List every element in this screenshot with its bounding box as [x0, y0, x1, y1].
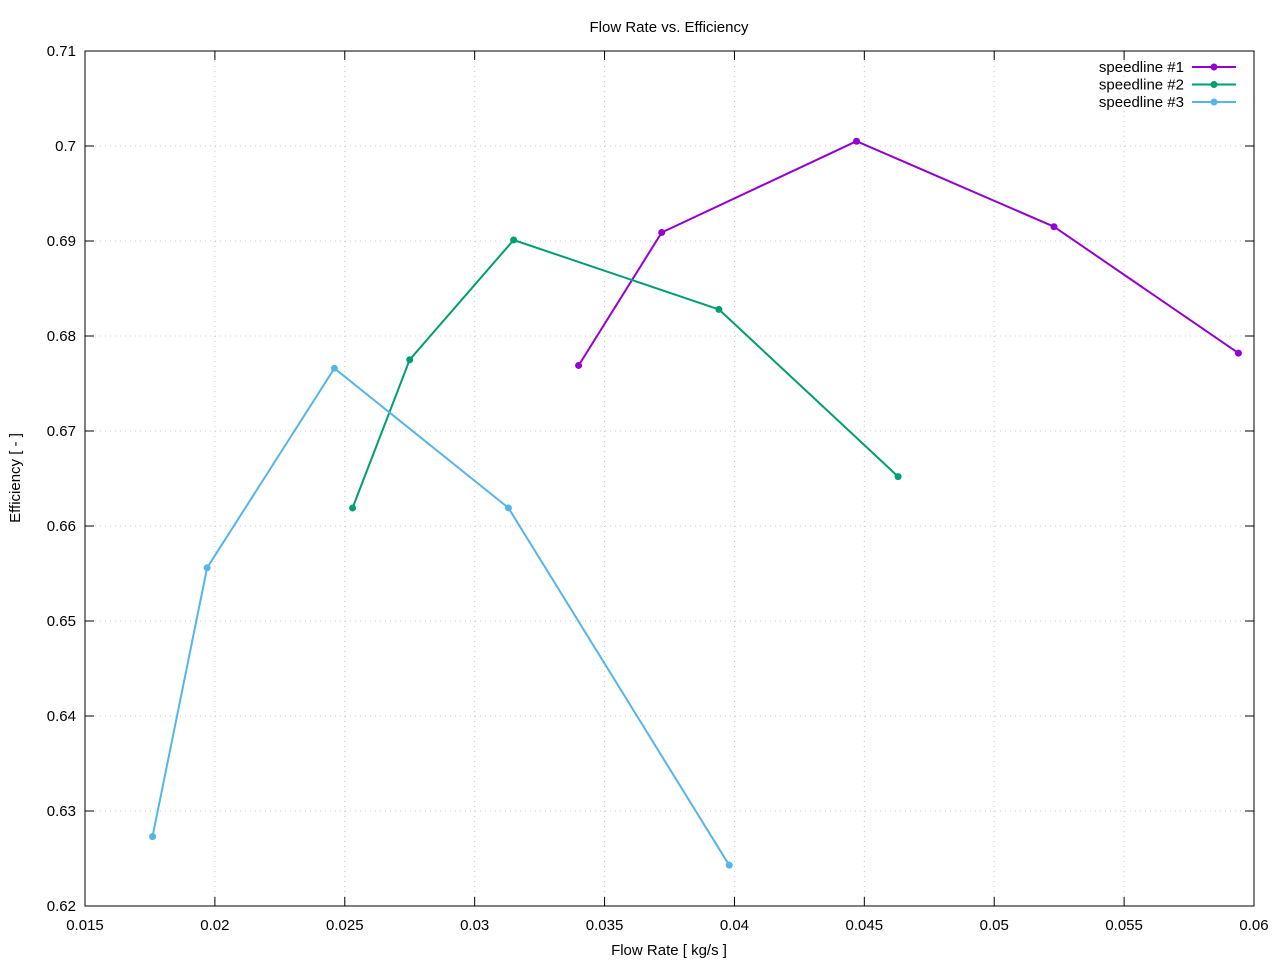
series-2-point — [349, 504, 357, 512]
series-line-1 — [577, 140, 1239, 367]
x-tick-label: 0.03 — [460, 917, 489, 934]
series-1-point — [658, 228, 666, 236]
x-tick-label: 0.05 — [980, 917, 1009, 934]
x-tick-label: 0.035 — [586, 917, 624, 934]
y-tick-label: 0.67 — [47, 423, 76, 440]
x-tick-label: 0.055 — [1105, 917, 1143, 934]
y-tick-label: 0.71 — [47, 43, 76, 60]
x-tick-label: 0.02 — [200, 917, 229, 934]
series-3-point — [330, 364, 338, 372]
x-axis-label: Flow Rate [ kg/s ] — [611, 942, 727, 959]
legend-swatch-point — [1210, 81, 1218, 88]
x-tick-label: 0.025 — [326, 917, 364, 934]
series-3-point — [203, 564, 211, 572]
y-tick-label: 0.63 — [47, 803, 76, 820]
series-group — [149, 137, 1242, 869]
y-tick-label: 0.62 — [47, 898, 76, 915]
x-tick-label: 0.045 — [846, 917, 884, 934]
x-tick-label: 0.04 — [720, 917, 749, 934]
y-tick-label: 0.64 — [47, 708, 76, 725]
y-axis-label: Efficiency [ - ] — [7, 433, 24, 523]
y-tick-label: 0.65 — [47, 613, 76, 630]
y-tick-label: 0.7 — [55, 138, 76, 155]
series-1-point — [1234, 349, 1242, 357]
legend-label: speedline #1 — [1099, 59, 1184, 76]
legend-swatch-point — [1210, 98, 1218, 106]
grid — [85, 51, 1254, 906]
series-line-3 — [151, 367, 731, 866]
series-1-point — [575, 361, 583, 369]
series-3-point — [725, 861, 733, 869]
x-tick-label: 0.06 — [1239, 917, 1268, 934]
legend-label: speedline #2 — [1099, 77, 1184, 94]
series-1-point — [853, 137, 861, 145]
y-tick-label: 0.69 — [47, 233, 76, 250]
series-3-point — [149, 833, 157, 841]
series-2-point — [406, 356, 414, 364]
legend-label: speedline #3 — [1099, 94, 1184, 111]
plot-frame — [84, 50, 1255, 907]
axis-ticks: 0.015 0.02 0.025 0.03 0.035 0.04 0.045 0.05 0.05… — [47, 43, 1269, 934]
series-2-point — [894, 473, 902, 481]
series-2-point — [510, 236, 518, 244]
series-line-2 — [351, 239, 899, 509]
legend-swatch-point — [1210, 63, 1218, 71]
y-tick-label: 0.66 — [47, 518, 76, 535]
series-1-point — [1050, 223, 1058, 231]
series-2-point — [715, 305, 723, 313]
chart-title: Flow Rate vs. Efficiency — [590, 19, 749, 36]
x-tick-label: 0.015 — [66, 917, 104, 934]
y-tick-label: 0.68 — [47, 328, 76, 345]
series-3-point — [504, 504, 512, 512]
